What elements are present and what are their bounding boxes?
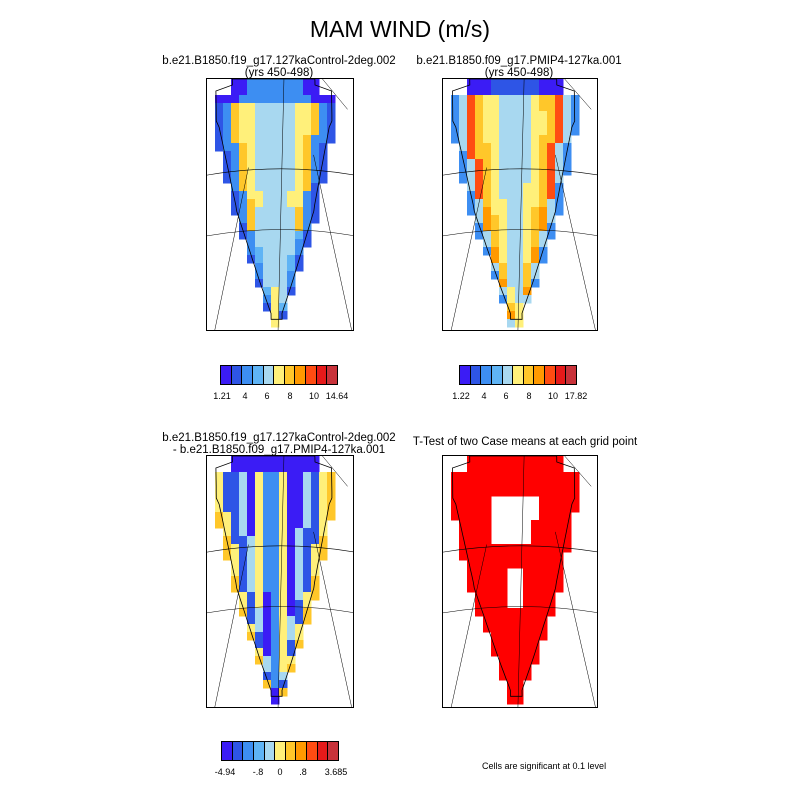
- colorbar-swatch: [264, 742, 276, 760]
- grid-cells: [215, 79, 336, 328]
- colorbar-swatch: [275, 742, 286, 760]
- control-wind-map: [206, 78, 354, 331]
- colorbar-swatch: [566, 366, 577, 384]
- pmip4-cbar-label-1: 4: [481, 391, 487, 401]
- ttest-title-line1: T-Test of two Case means at each grid po…: [412, 436, 638, 448]
- colorbar-swatch: [327, 366, 338, 384]
- colorbar-swatch: [502, 366, 514, 384]
- control-colorbar-swatches: [220, 365, 338, 385]
- difference-title-line2: - b.e21.B1850.f09_g17.PMIP4-127ka.001: [172, 444, 386, 456]
- colorbar-swatch: [523, 366, 535, 384]
- colorbar-swatch: [460, 366, 471, 384]
- control-cbar-label-3: 8: [287, 391, 293, 401]
- pmip4-map-svg: [443, 79, 597, 330]
- pmip4-title-line2: (yrs 450-498): [484, 67, 554, 79]
- ttest-panel-title: T-Test of two Case means at each grid po…: [400, 436, 650, 448]
- colorbar-swatch: [555, 366, 567, 384]
- colorbar-swatch: [296, 742, 308, 760]
- control-cbar-label-5: 14.64: [325, 391, 349, 401]
- difference-colorbar-swatches: [221, 741, 339, 761]
- difference-panel-title: b.e21.B1850.f19_g17.127kaControl-2deg.00…: [154, 432, 404, 456]
- grid-cells: [451, 456, 580, 705]
- control-cbar-label-1: 4: [242, 391, 248, 401]
- control-panel-title: b.e21.B1850.f19_g17.127kaControl-2deg.00…: [154, 55, 404, 79]
- colorbar-swatch: [231, 366, 243, 384]
- colorbar-swatch: [481, 366, 492, 384]
- main-title: MAM WIND (m/s): [309, 16, 491, 42]
- colorbar-swatch: [242, 366, 253, 384]
- control-title-line1: b.e21.B1850.f19_g17.127kaControl-2deg.00…: [162, 55, 396, 67]
- colorbar-swatch: [306, 366, 317, 384]
- colorbar-swatch: [317, 742, 329, 760]
- colorbar-swatch: [222, 742, 233, 760]
- colorbar-swatch: [545, 366, 556, 384]
- pmip4-cbar-label-5: 17.82: [564, 391, 588, 401]
- colorbar-swatch: [316, 366, 328, 384]
- pmip4-cbar-label-4: 10: [547, 391, 559, 401]
- pmip4-cbar-label-3: 8: [526, 391, 532, 401]
- difference-cbar-label-2: 0: [277, 767, 283, 777]
- colorbar-swatch: [295, 366, 307, 384]
- pmip4-panel-title: b.e21.B1850.f09_g17.PMIP4-127ka.001 (yrs…: [404, 55, 634, 79]
- difference-colorbar: -4.94 -.8 0 .8 3.685: [215, 741, 347, 781]
- pmip4-colorbar-swatches: [459, 365, 577, 385]
- colorbar-swatch: [285, 742, 297, 760]
- ttest-map-svg: [443, 456, 597, 707]
- difference-cbar-label-0: -4.94: [214, 767, 236, 777]
- difference-cbar-label-4: 3.685: [324, 767, 348, 777]
- colorbar-swatch: [253, 742, 265, 760]
- difference-cbar-label-3: .8: [299, 767, 307, 777]
- colorbar-swatch: [232, 742, 244, 760]
- difference-wind-map: [206, 455, 354, 708]
- colorbar-swatch: [513, 366, 524, 384]
- colorbar-swatch: [221, 366, 232, 384]
- colorbar-swatch: [491, 366, 503, 384]
- grid-cells: [215, 456, 336, 705]
- pmip4-wind-map: [442, 78, 598, 331]
- colorbar-swatch: [534, 366, 546, 384]
- control-map-svg: [207, 79, 353, 330]
- pmip4-colorbar: 1.22 4 6 8 10 17.82: [452, 365, 587, 405]
- colorbar-swatch: [252, 366, 264, 384]
- difference-cbar-label-1: -.8: [252, 767, 264, 777]
- ttest-significance-map: [442, 455, 598, 708]
- grid-cells: [451, 79, 580, 328]
- pmip4-cbar-label-0: 1.22: [452, 391, 470, 401]
- colorbar-swatch: [328, 742, 339, 760]
- colorbar-swatch: [243, 742, 254, 760]
- control-cbar-label-4: 10: [308, 391, 320, 401]
- control-colorbar: 1.21 4 6 8 10 14.64: [213, 365, 348, 405]
- colorbar-swatch: [263, 366, 275, 384]
- colorbar-swatch: [307, 742, 318, 760]
- control-cbar-label-0: 1.21: [213, 391, 231, 401]
- pmip4-title-line1: b.e21.B1850.f09_g17.PMIP4-127ka.001: [416, 55, 622, 67]
- control-cbar-label-2: 6: [264, 391, 270, 401]
- difference-title-line1: b.e21.B1850.f19_g17.127kaControl-2deg.00…: [162, 432, 396, 444]
- colorbar-swatch: [470, 366, 482, 384]
- colorbar-swatch: [274, 366, 285, 384]
- control-title-line2: (yrs 450-498): [244, 67, 314, 79]
- ttest-footnote: Cells are significant at 0.1 level: [482, 761, 607, 771]
- difference-map-svg: [207, 456, 353, 707]
- pmip4-cbar-label-2: 6: [503, 391, 509, 401]
- colorbar-swatch: [284, 366, 296, 384]
